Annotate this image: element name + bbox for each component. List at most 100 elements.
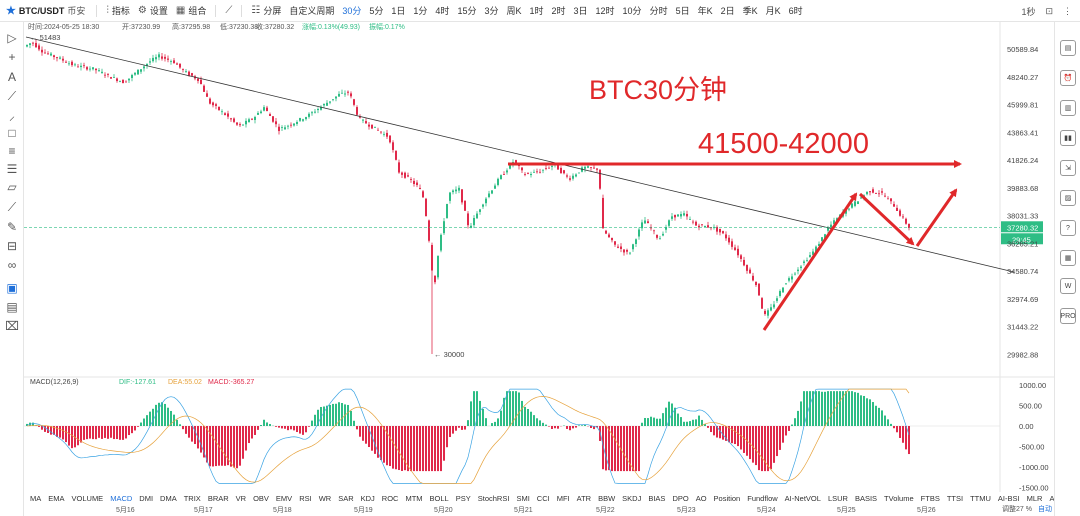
indicator-tab-mtm[interactable]: MTM [405,493,423,503]
indicator-tab-fundflow[interactable]: Fundflow [747,493,778,503]
indicator-tab-ao[interactable]: AO [695,493,707,503]
indicator-tab-dpo[interactable]: DPO [672,493,689,503]
interval-7[interactable]: 周K [506,6,522,16]
indicator-tab-dma[interactable]: DMA [160,493,177,503]
ruler-icon[interactable]: ⟋ [7,199,17,214]
interval-5[interactable]: 15分 [457,6,477,16]
indicator-tab-ma[interactable]: MA [30,493,42,503]
interval-9[interactable]: 2时 [551,6,566,16]
indicator-tab-smi[interactable]: SMI [516,493,530,503]
indicator-tab-basis[interactable]: BASIS [854,493,878,503]
interval-10[interactable]: 3日 [573,6,588,16]
indicator-tab-kdj[interactable]: KDJ [360,493,375,503]
indicator-tab-atr[interactable]: ATR [576,493,592,503]
star-icon[interactable]: ★ [6,5,16,17]
indicator-tab-emv[interactable]: EMV [275,493,293,503]
trendline[interactable] [25,36,1015,273]
crosshair-icon[interactable]: + [8,50,16,64]
cursor-icon[interactable]: ▷ [7,31,17,45]
indicator-tab-ttsi[interactable]: TTSI [946,493,964,503]
auto-toggle[interactable]: 自动 [1038,506,1052,513]
depth-icon[interactable]: ▥ [1060,100,1076,116]
indicator-tab-volume[interactable]: VOLUME [71,493,104,503]
interval-15[interactable]: 年K [697,6,713,16]
indicator-tab-roc[interactable]: ROC [381,493,399,503]
indicator-tab-ai-bsi[interactable]: AI-BSI [997,493,1020,503]
indicator-tab-mfi[interactable]: MFI [556,493,570,503]
indicator-tab-position[interactable]: Position [713,493,741,503]
fib-icon[interactable]: ☰ [6,162,18,176]
split-screen-button[interactable]: ☷ 分屏 [247,4,285,17]
interval-12[interactable]: 10分 [622,6,642,16]
trash-icon[interactable]: ⌧ [5,319,19,333]
watchlist-icon[interactable]: ▤ [1060,40,1076,56]
indicator-tab-rsi[interactable]: RSI [299,493,312,503]
indicator-tab-skdj[interactable]: SKDJ [622,493,642,503]
text-icon[interactable]: A [7,70,16,84]
indicator-tab-tvolume[interactable]: TVolume [884,493,914,503]
rectangle-icon[interactable]: □ [8,126,16,140]
combo-button[interactable]: ▦ 组合 [172,4,210,17]
refresh-rate[interactable]: 1秒 [1021,6,1036,17]
interval-8[interactable]: 1时 [529,6,544,16]
scale-label[interactable]: 调整27 % [1002,506,1032,513]
interval-13[interactable]: 分时 [649,6,668,16]
indicator-tab-trix[interactable]: TRIX [183,493,201,503]
indicator-tab-bias[interactable]: BIAS [648,493,666,503]
pen-icon[interactable]: ✎ [6,220,18,234]
interval-4[interactable]: 4时 [435,6,450,16]
interval-2[interactable]: 1日 [391,6,406,16]
indicator-tab-vr[interactable]: VR [235,493,247,503]
indicator-tab-stochrsi[interactable]: StochRSI [477,493,510,503]
interval-11[interactable]: 12时 [595,6,615,16]
indicator-tab-lsur[interactable]: LSUR [827,493,848,503]
list-icon[interactable]: ▤ [6,300,18,314]
polygon-icon[interactable]: ▱ [7,180,17,194]
export-icon[interactable]: ⇲ [1060,160,1076,176]
indicator-tab-boll[interactable]: BOLL [429,493,449,503]
indicator-tab-wr[interactable]: WR [318,493,332,503]
indicator-tab-ema[interactable]: EMA [48,493,65,503]
indicator-tab-cci[interactable]: CCI [536,493,550,503]
draw-line-button[interactable]: ⟋ [221,5,236,16]
bars-icon[interactable]: ▮▮ [1060,130,1076,146]
interval-16[interactable]: 2日 [720,6,735,16]
indicator-tab-ftbs[interactable]: FTBS [920,493,940,503]
calc-icon[interactable]: ▦ [1060,250,1076,266]
custom-period-button[interactable]: 自定义周期 [285,4,338,17]
price-chart[interactable]: 时间:2024-05-25 18:30 开:37230.99 高:37295.9… [24,22,1054,492]
interval-0[interactable]: 30分 [342,6,362,16]
interval-19[interactable]: 6时 [788,6,803,16]
w-icon[interactable]: W [1060,278,1076,294]
layer-icon[interactable]: ▣ [6,281,18,295]
interval-3[interactable]: 1分 [413,6,428,16]
interval-17[interactable]: 季K [742,6,758,16]
symbol-selector[interactable]: ★ BTC/USDT 币安 [0,4,91,17]
indicator-tab-mlr[interactable]: MLR [1026,493,1043,503]
pro-icon[interactable]: PRO [1060,308,1076,324]
interval-14[interactable]: 5日 [675,6,690,16]
indicator-tab-ai-netvol[interactable]: AI-NetVOL [784,493,821,503]
indicator-tab-bbw[interactable]: BBW [598,493,616,503]
indicator-tab-ttmu[interactable]: TTMU [970,493,991,503]
trend-icon[interactable]: ⸝ [8,108,15,123]
camera-icon[interactable]: ⊡ [1045,5,1053,16]
indicator-tab-sar[interactable]: SAR [338,493,354,503]
interval-1[interactable]: 5分 [369,6,384,16]
more-icon[interactable]: ⋮ [1063,5,1072,16]
indicator-tab-psy[interactable]: PSY [455,493,471,503]
magnet-icon[interactable]: ∞ [7,258,17,272]
indicator-tab-macd[interactable]: MACD [110,493,133,503]
indicator-tab-obv[interactable]: OBV [253,493,269,503]
lock-icon[interactable]: ⊟ [6,239,18,253]
indicator-tab-brar[interactable]: BRAR [207,493,229,503]
channel-icon[interactable]: ≡ [8,144,16,158]
indicator-tab-dmi[interactable]: DMI [139,493,154,503]
interval-18[interactable]: 月K [765,6,781,16]
indicator-tab-ai-pd[interactable]: AI-PD [1049,493,1054,503]
settings-button[interactable]: ⚙ 设置 [134,4,172,17]
help-icon[interactable]: ? [1060,220,1076,236]
ray-icon[interactable]: ⟋ [7,88,17,103]
chart-icon[interactable]: ▨ [1060,190,1076,206]
interval-6[interactable]: 3分 [484,6,499,16]
